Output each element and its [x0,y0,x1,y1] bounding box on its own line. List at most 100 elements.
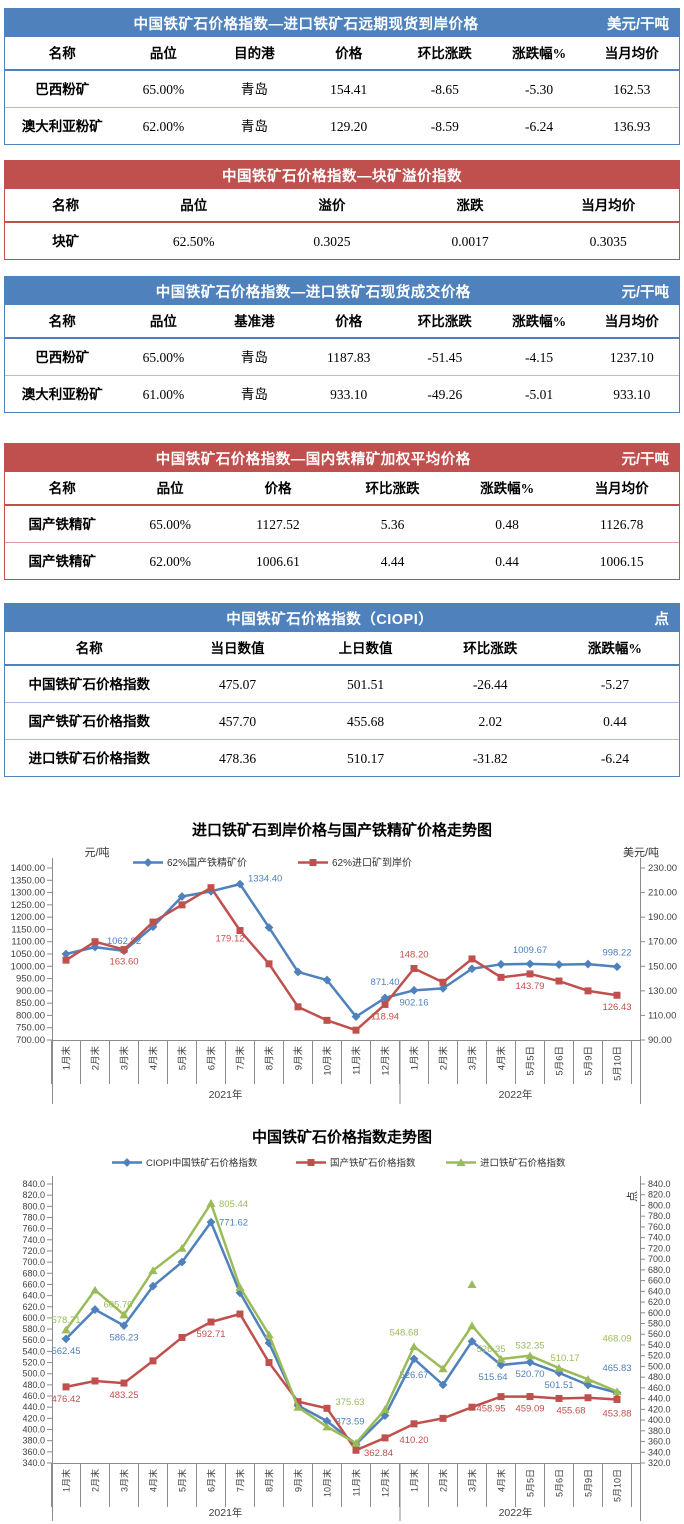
column-header-row: 名称 当日数值 上日数值 环比涨跌 涨跌幅% [5,632,679,666]
data-point-diamond [90,942,100,952]
table-cell: 巴西粉矿 [35,82,90,97]
table-cell: -6.24 [600,751,629,766]
x-axis-label: 4月末 [148,1469,159,1492]
left-axis-tick-label: 580.0 [22,1324,45,1334]
price-tables-section: 中国铁矿石价格指数—进口铁矿石远期现货到岸价格 美元/干吨 名称 品位 目的港 价格 环比涨… [0,8,684,777]
column-header: 当月均价 [604,46,659,61]
table-cell: -5.27 [600,677,629,692]
series-1: 562.45 586.23 771.62 373.59 526.67 515.64 520.… [51,1218,632,1449]
right-axis-tick-label: 190.00 [648,912,677,923]
year-label: 2022年 [499,1088,533,1101]
left-axis-unit: 元/吨 [84,846,109,859]
data-point-square [526,1393,534,1401]
data-label: 163.60 [109,957,138,968]
right-axis-tick-label: 320.0 [648,1458,671,1468]
column-header-row: 名称 品位 基准港 价格 环比涨跌 涨跌幅% 当月均价 [5,305,679,339]
column-header: 价格 [264,481,292,496]
table-title: 中国铁矿石价格指数—进口铁矿石现货成交价格 [155,284,471,301]
data-point-diamond [351,1012,361,1022]
table-cell: 475.07 [218,677,257,692]
table-cell: 62.50% [172,234,215,249]
data-point-square [613,991,621,999]
column-header: 涨跌幅% [512,314,567,329]
table-cell: 129.20 [330,119,368,134]
series-line [65,1312,618,1452]
left-axis-tick-label: 400.0 [22,1425,45,1435]
table-cell: 61.00% [142,387,185,402]
data-label: 998.22 [602,948,631,959]
right-axis-tick-label: 90.00 [648,1035,672,1046]
column-header: 当月均价 [581,198,636,213]
left-axis-tick-label: 420.0 [22,1413,45,1423]
column-header: 名称 [75,641,103,656]
data-point-diamond [525,959,535,969]
table-cell: 0.0017 [451,234,489,249]
right-axis-tick-label: 420.0 [648,1404,671,1414]
legend-label: CIOPI中国铁矿石价格指数 [146,1157,258,1169]
x-axis-label: 2月末 [90,1046,102,1071]
x-axis-label: 5月5日 [526,1469,536,1497]
data-point-triangle [380,1405,390,1414]
data-point-diamond [583,959,593,969]
table-cell: 1126.78 [600,517,644,532]
x-axis-label: 10月末 [322,1046,334,1076]
x-axis-label: 7月末 [235,1469,246,1492]
x-axis-label: 9月末 [293,1469,304,1492]
left-axis-tick-label: 1150.00 [11,924,45,935]
column-header-row: 名称 品位 溢价 涨跌 当月均价 [5,189,679,223]
right-axis-unit: 点 [626,1191,639,1202]
data-point-triangle [235,1283,245,1291]
table-cell: 510.17 [347,751,385,766]
table-cell: 478.36 [218,751,257,766]
data-point-square [497,1393,505,1401]
table-cell: 5.36 [380,517,405,532]
legend-diamond-icon [143,858,153,867]
table-title: 中国铁矿石价格指数（CIOPI） [226,611,434,628]
year-label: 2021年 [209,1506,243,1519]
x-axis-label: 5月末 [177,1046,189,1071]
x-axis-label: 1月末 [409,1469,420,1492]
column-header: 价格 [335,46,363,61]
data-point-square [352,1026,360,1034]
column-header: 品位 [149,314,177,329]
legend-diamond-icon [122,1158,132,1167]
data-label: 1009.67 [513,945,547,956]
table-cell: 块矿 [52,234,80,249]
table-cell: -6.24 [525,119,554,134]
table-row: 巴西粉矿 65.00% 青岛 154.41 -8.65 -5.30 162.53 [5,71,679,108]
data-point-square [381,1434,389,1442]
legend-label: 进口铁矿石价格指数 [480,1157,566,1169]
table-row: 中国铁矿石价格指数 475.07 501.51 -26.44 -5.27 [5,666,679,703]
left-axis-tick-label: 1050.00 [11,949,45,960]
x-axis-label: 10月末 [322,1469,333,1497]
data-point-square [62,1383,70,1391]
left-axis-tick-label: 840.0 [22,1179,45,1189]
right-axis-tick-label: 110.00 [648,1010,676,1021]
left-axis-tick-label: 340.0 [22,1458,45,1468]
table-cell: 501.51 [347,677,385,692]
left-axis-tick-label: 440.0 [22,1402,45,1412]
left-axis-tick-label: 640.0 [22,1291,45,1301]
column-header: 涨跌幅% [512,46,567,61]
data-label: 562.45 [51,1346,80,1357]
x-axis-label: 5月末 [177,1469,188,1492]
column-header: 名称 [48,481,76,496]
table-cell: 国产铁矿石价格指数 [28,714,151,729]
x-axis-label: 3月末 [467,1046,479,1071]
data-point-diamond [438,1380,448,1390]
right-axis-tick-label: 760.0 [648,1222,671,1232]
left-axis-tick-label: 1300.00 [11,888,45,899]
table-row: 澳大利亚粉矿 62.00% 青岛 129.20 -8.59 -6.24 136.93 [5,108,679,144]
data-label: 871.40 [370,977,399,988]
data-label: 373.59 [335,1416,364,1427]
right-axis-tick-label: 560.0 [648,1329,671,1339]
table-cell: -49.26 [427,387,463,402]
left-axis-tick-label: 1350.00 [11,875,45,886]
x-axis-label: 4月末 [496,1046,508,1071]
column-header: 环比涨跌 [463,641,518,656]
table-header-band: 中国铁矿石价格指数—进口铁矿石远期现货到岸价格 美元/干吨 [5,9,679,37]
x-axis-label: 6月末 [206,1469,217,1492]
legend-label: 国产铁矿石价格指数 [330,1157,416,1169]
data-point-square [468,955,476,963]
year-label: 2022年 [499,1506,533,1519]
